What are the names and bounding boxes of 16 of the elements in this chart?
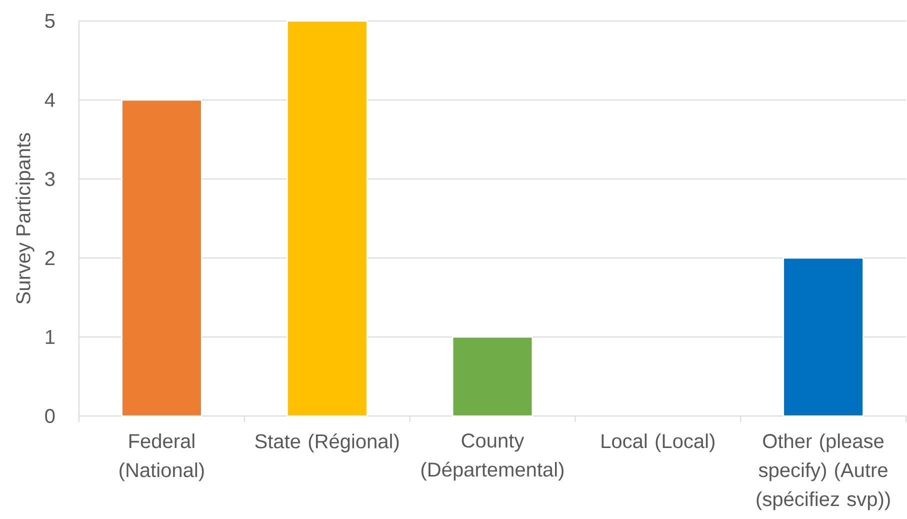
x-tick-label: Federal (National) <box>120 434 204 482</box>
y-tick-label: 4 <box>44 93 55 107</box>
x-tick-label: Other (please specify) (Autre (spécifiez svp)) <box>756 434 890 510</box>
x-tick-label: County (Départemental) <box>421 434 564 481</box>
bar <box>452 336 533 417</box>
x-tick-label: Local (Local) <box>602 434 714 452</box>
y-tick-label: 1 <box>46 330 55 344</box>
x-tick-label: State (Régional) <box>255 434 399 452</box>
y-tick-label: 2 <box>45 251 54 265</box>
bar <box>782 257 864 417</box>
y-tick-label: 5 <box>45 14 55 28</box>
bar <box>121 99 202 417</box>
y-tick-label: 0 <box>45 408 55 424</box>
bar <box>286 20 368 417</box>
y-axis-title: Survey Participants <box>16 133 34 304</box>
y-tick-label: 3 <box>45 172 55 186</box>
